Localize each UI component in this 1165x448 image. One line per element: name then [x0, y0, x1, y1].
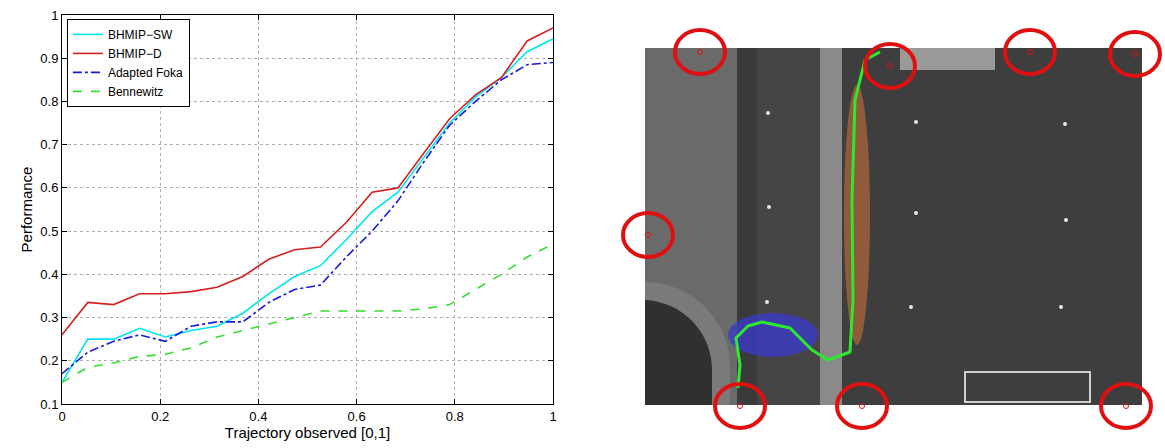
svg-text:0.6: 0.6	[40, 180, 58, 195]
svg-text:0.9: 0.9	[40, 51, 58, 66]
svg-text:0.6: 0.6	[348, 409, 366, 424]
svg-text:0.1: 0.1	[40, 397, 58, 412]
svg-text:0.4: 0.4	[40, 267, 58, 282]
svg-text:0.8: 0.8	[40, 94, 58, 109]
svg-text:0: 0	[58, 409, 65, 424]
svg-text:0.5: 0.5	[40, 224, 58, 239]
svg-text:0.7: 0.7	[40, 137, 58, 152]
svg-text:1: 1	[549, 409, 556, 424]
svg-text:Bennewitz: Bennewitz	[108, 85, 163, 99]
svg-text:0.4: 0.4	[249, 409, 267, 424]
svg-text:BHMIP−SW: BHMIP−SW	[108, 28, 173, 42]
svg-text:Adapted Foka: Adapted Foka	[108, 66, 183, 80]
svg-text:0.2: 0.2	[151, 409, 169, 424]
svg-text:1: 1	[51, 8, 58, 23]
svg-text:Trajectory observed [0,1]: Trajectory observed [0,1]	[225, 424, 390, 441]
svg-text:0.3: 0.3	[40, 310, 58, 325]
svg-text:0.2: 0.2	[40, 353, 58, 368]
svg-text:BHMIP−D: BHMIP−D	[108, 47, 162, 61]
svg-text:0.8: 0.8	[446, 409, 464, 424]
svg-text:Performance: Performance	[18, 167, 35, 253]
